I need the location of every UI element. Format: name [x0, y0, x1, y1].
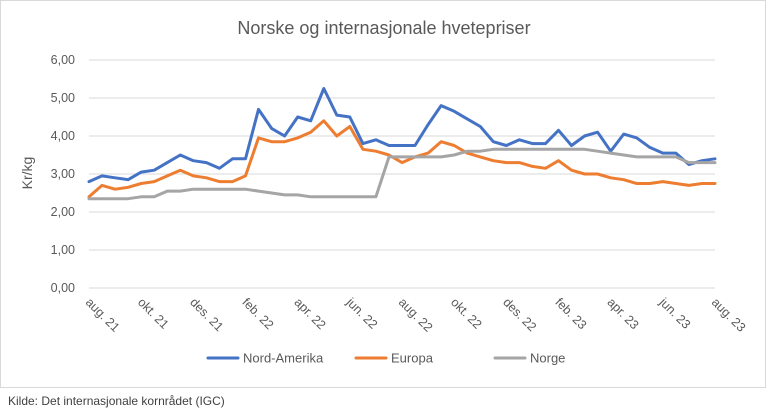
x-axis-ticks: aug. 21 okt. 21 des. 21 feb. 22 apr. 22 jun. …: [83, 295, 748, 335]
y-tick-label: 1,00: [51, 243, 75, 257]
x-tick-label: aug. 22: [396, 295, 435, 334]
series-line-europa: [87, 119, 717, 199]
x-tick-label: des. 21: [187, 295, 226, 334]
legend: Nord-Amerika Europa Norge: [206, 351, 565, 366]
y-tick-label: 3,00: [51, 167, 75, 181]
y-axis-title: Kr/kg: [19, 157, 35, 190]
source-note: Kilde: Det internasjonale kornrådet (IGC…: [8, 394, 225, 408]
chart-title: Norske og internasjonale hvetepriser: [237, 18, 530, 38]
x-tick-label: aug. 23: [709, 295, 748, 334]
y-tick-label: 4,00: [51, 129, 75, 143]
x-tick-label: jun. 23: [656, 295, 693, 332]
x-tick-label: jun. 22: [343, 295, 380, 332]
series-lines: [87, 87, 717, 201]
x-tick-label: okt. 21: [135, 295, 171, 331]
legend-label: Nord-Amerika: [243, 351, 324, 366]
y-tick-label: 6,00: [51, 53, 75, 67]
y-axis-ticks: 0,00 1,00 2,00 3,00 4,00 5,00 6,00: [51, 53, 75, 295]
x-tick-label: apr. 23: [605, 295, 642, 332]
y-tick-label: 5,00: [51, 91, 75, 105]
legend-label: Norge: [530, 351, 565, 366]
line-chart: Norske og internasjonale hvetepriser 0,0…: [19, 18, 748, 366]
gridlines: [89, 59, 715, 289]
x-tick-label: okt. 22: [448, 295, 484, 331]
series-line-norge: [87, 147, 717, 201]
chart-frame: Norske og internasjonale hvetepriser 0,0…: [0, 0, 766, 388]
legend-label: Europa: [391, 351, 434, 366]
y-tick-label: 2,00: [51, 205, 75, 219]
series-line-nord-amerika: [87, 87, 717, 184]
x-tick-label: feb. 23: [552, 295, 589, 332]
x-tick-label: apr. 22: [292, 295, 329, 332]
x-tick-label: des. 22: [500, 295, 539, 334]
x-tick-label: feb. 22: [239, 295, 276, 332]
x-tick-label: aug. 21: [83, 295, 122, 334]
y-tick-label: 0,00: [51, 281, 75, 295]
